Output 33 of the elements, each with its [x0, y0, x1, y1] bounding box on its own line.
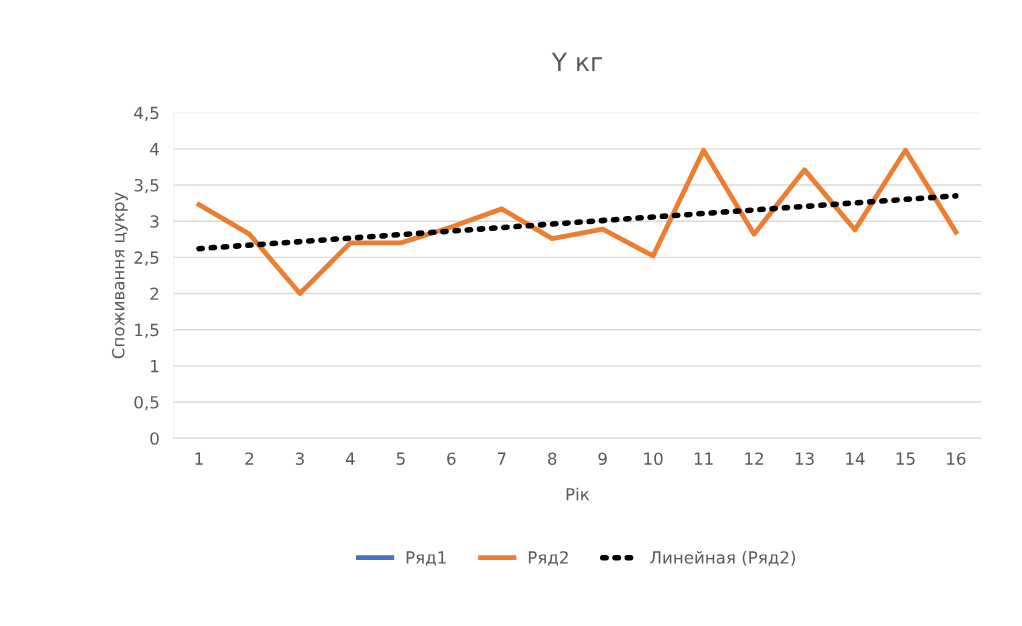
y-tick-label: 2 [150, 287, 159, 300]
y-tick-label: 0 [150, 432, 159, 445]
x-tick-label: 1 [195, 452, 203, 465]
x-tick-label: 12 [745, 452, 763, 465]
y-tick-label: 3 [150, 215, 159, 228]
y-tick-label: 1 [151, 360, 159, 373]
x-tick-label: 16 [947, 452, 966, 465]
y-tick-label: 0,5 [134, 395, 159, 411]
x-axis-title: Рік [566, 487, 590, 501]
x-tick-label: 5 [396, 452, 405, 465]
legend-label: Ряд2 [528, 551, 568, 566]
x-tick-label: 10 [644, 452, 663, 465]
x-tick-label: 6 [447, 452, 456, 465]
x-tick-label: 14 [846, 452, 865, 465]
y-tick-label: 3,5 [134, 178, 159, 194]
y-tick-label: 2,5 [134, 251, 159, 266]
legend-label: Линейная (Ряд2) [650, 550, 796, 566]
x-tick-label: 4 [345, 452, 355, 465]
y-tick-label: 4 [150, 143, 159, 156]
x-tick-label: 15 [896, 452, 915, 465]
line-series [196, 147, 959, 296]
x-tick-label: 11 [694, 452, 713, 465]
y-tick-label: 4,5 [134, 106, 159, 121]
legend-label: Ряд1 [406, 551, 446, 566]
x-tick-label: 2 [245, 452, 254, 465]
chart-title: Y кг [551, 52, 602, 72]
x-tick-label: 7 [497, 452, 506, 465]
x-tick-label: 8 [548, 452, 557, 465]
y-axis-title: Споживання цукру [111, 192, 128, 359]
x-tick-label: 13 [795, 452, 814, 465]
x-tick-label: 9 [598, 452, 607, 465]
x-tick-label: 3 [295, 452, 304, 465]
y-tick-label: 1,5 [135, 323, 159, 338]
